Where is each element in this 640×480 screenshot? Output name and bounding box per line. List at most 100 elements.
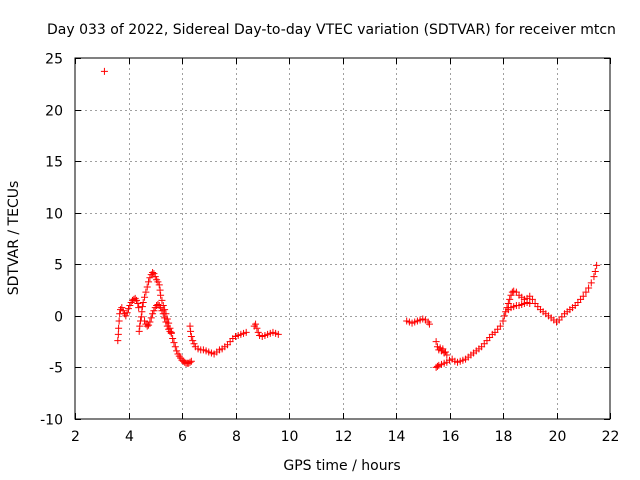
y-tick-label: 15 bbox=[45, 155, 63, 171]
data-point bbox=[139, 298, 147, 306]
data-point bbox=[169, 335, 177, 343]
data-point bbox=[582, 288, 590, 296]
data-point bbox=[157, 304, 165, 312]
data-point bbox=[186, 322, 194, 330]
x-tick-label: 16 bbox=[442, 429, 460, 445]
data-point bbox=[135, 327, 143, 335]
data-point bbox=[274, 330, 282, 338]
y-axis-label: SDTVAR / TECUs bbox=[6, 181, 22, 296]
y-tick-label: -5 bbox=[49, 361, 63, 377]
data-point bbox=[526, 299, 534, 307]
data-point bbox=[138, 308, 146, 316]
x-tick-label: 20 bbox=[549, 429, 567, 445]
y-tick-labels: -10 -5 0 5 10 15 20 25 bbox=[40, 52, 63, 429]
axis-ticks bbox=[75, 58, 611, 420]
data-point bbox=[118, 304, 126, 312]
data-point bbox=[579, 292, 587, 300]
plot-frame bbox=[74, 57, 611, 420]
data-point bbox=[432, 338, 440, 346]
chart-title: Day 033 of 2022, Sidereal Day-to-day VTE… bbox=[47, 22, 616, 38]
x-axis-label: GPS time / hours bbox=[283, 458, 400, 474]
data-point bbox=[143, 322, 151, 330]
data-point bbox=[126, 302, 134, 310]
data-point bbox=[253, 324, 261, 332]
y-tick-label: -10 bbox=[40, 413, 63, 429]
data-point bbox=[186, 358, 194, 366]
data-point bbox=[147, 314, 155, 322]
data-point bbox=[433, 362, 441, 370]
data-point bbox=[135, 304, 143, 312]
data-point bbox=[133, 296, 141, 304]
data-point bbox=[242, 328, 250, 336]
x-tick-label: 8 bbox=[232, 429, 241, 445]
data-point bbox=[134, 299, 142, 307]
data-point bbox=[593, 261, 601, 269]
data-point bbox=[187, 357, 195, 365]
data-point bbox=[187, 332, 195, 340]
data-point bbox=[506, 295, 514, 303]
data-point bbox=[156, 286, 164, 294]
data-point bbox=[115, 317, 123, 325]
data-point bbox=[163, 322, 171, 330]
data-point bbox=[141, 317, 149, 325]
data-point bbox=[137, 313, 145, 321]
data-point bbox=[591, 268, 599, 276]
data-point bbox=[149, 269, 157, 277]
y-tick-label: 5 bbox=[54, 258, 63, 274]
data-point bbox=[114, 330, 122, 338]
data-point bbox=[528, 295, 536, 303]
data-point bbox=[154, 278, 162, 286]
x-tick-label: 18 bbox=[495, 429, 513, 445]
data-point bbox=[170, 339, 178, 347]
y-tick-label: 25 bbox=[45, 52, 63, 68]
data-point bbox=[590, 273, 598, 281]
x-tick-labels: 2 4 6 8 10 12 14 16 18 20 22 bbox=[71, 429, 619, 445]
data-point bbox=[162, 318, 170, 326]
data-point bbox=[254, 328, 262, 336]
data-point bbox=[171, 343, 179, 351]
data-point bbox=[190, 340, 198, 348]
data-point bbox=[158, 296, 166, 304]
data-point bbox=[138, 303, 146, 311]
grid-lines bbox=[75, 58, 610, 419]
data-point bbox=[115, 324, 123, 332]
data-point bbox=[166, 327, 174, 335]
y-tick-label: 0 bbox=[54, 310, 63, 326]
data-point bbox=[149, 310, 157, 318]
data-point bbox=[585, 284, 593, 292]
data-point bbox=[145, 278, 153, 286]
data-point bbox=[507, 291, 515, 299]
data-point bbox=[187, 327, 195, 335]
data-point bbox=[425, 320, 433, 328]
y-tick-label: 20 bbox=[45, 104, 63, 120]
data-point bbox=[504, 299, 512, 307]
data-point bbox=[167, 328, 175, 336]
data-point bbox=[136, 322, 144, 330]
data-point bbox=[189, 337, 197, 345]
data-point bbox=[119, 307, 127, 315]
data-point bbox=[161, 314, 169, 322]
data-point bbox=[496, 322, 504, 330]
data-point bbox=[252, 320, 260, 328]
data-point bbox=[150, 270, 158, 278]
x-tick-label: 6 bbox=[178, 429, 187, 445]
data-point bbox=[150, 307, 158, 315]
data-point bbox=[143, 283, 151, 291]
data-points bbox=[100, 67, 601, 371]
x-tick-label: 12 bbox=[335, 429, 353, 445]
data-point bbox=[155, 281, 163, 289]
data-point bbox=[587, 279, 595, 287]
data-point bbox=[173, 347, 181, 355]
x-tick-label: 22 bbox=[602, 429, 620, 445]
x-tick-label: 10 bbox=[281, 429, 299, 445]
data-point bbox=[122, 312, 130, 320]
data-point bbox=[157, 291, 165, 299]
data-point bbox=[499, 317, 507, 325]
data-point bbox=[125, 305, 132, 313]
data-point bbox=[158, 307, 166, 315]
y-tick-label: 10 bbox=[45, 207, 63, 223]
data-point bbox=[123, 309, 131, 317]
data-point bbox=[146, 318, 154, 326]
data-point bbox=[100, 67, 108, 75]
